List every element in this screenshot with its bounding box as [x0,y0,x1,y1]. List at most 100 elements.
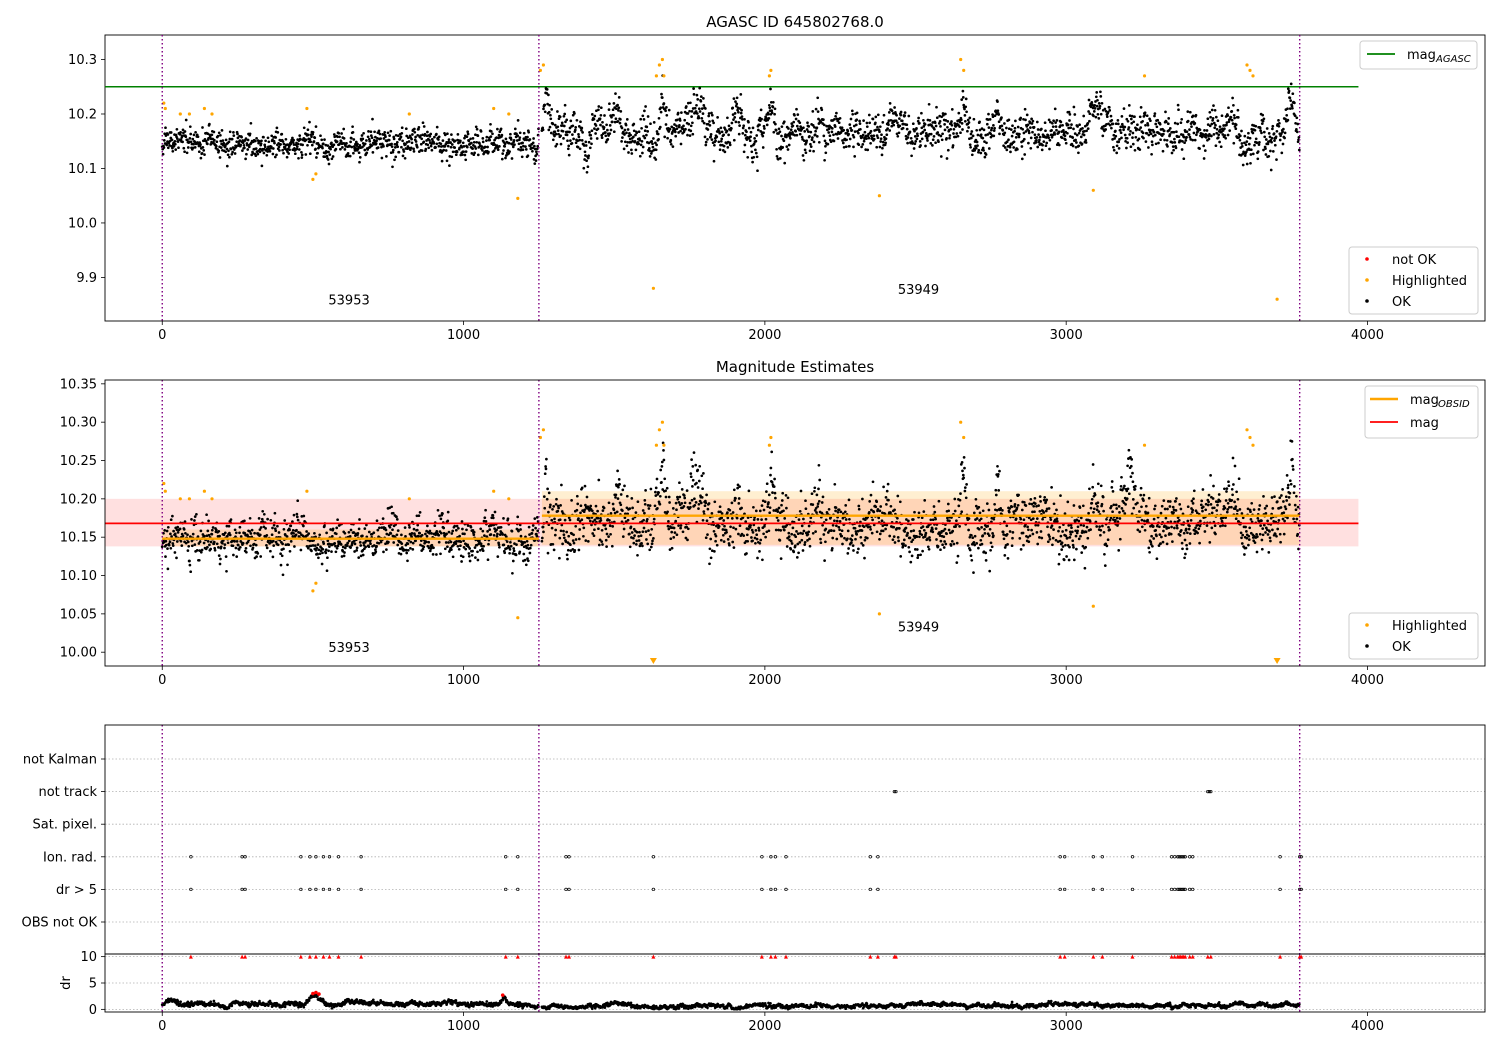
panel2-ok-point [206,540,210,543]
panel1-ok-point [1097,117,1101,120]
panel1-ok-point [945,137,948,140]
panel2-ok-point [947,509,951,513]
panel1-ok-point [1161,149,1165,153]
panel2-ok-point [874,505,878,509]
panel2-ok-point [395,533,399,537]
panel1-ok-point [842,128,846,132]
panel1-ok-point [586,156,590,160]
panel1-ok-point [535,147,539,151]
panel1-ok-point [1005,126,1008,130]
panel1-ok-point [511,145,515,149]
panel1-ok-point [165,143,169,147]
panel1-ok-point [1293,101,1296,105]
panel1-highlighted-point [1091,188,1095,192]
panel1-ok-point [407,140,411,143]
panel1-ok-point [879,140,883,143]
panel1-ok-point [800,135,804,139]
panel1-ok-point [803,130,807,133]
panel1-ok-point [643,129,647,133]
panel1-ok-point [697,116,701,120]
panel1-ok-point [673,130,677,134]
panel1-ok-point [199,143,202,146]
panel1-ok-point [897,131,901,135]
panel1-ok-point [740,108,743,112]
panel1-ok-point [464,158,468,162]
panel2-ok-point [547,510,550,514]
panel1-ok-point [343,148,347,151]
panel1-ok-point [596,119,599,123]
panel1-highlighted-point [662,74,666,78]
panel2-ok-point [949,544,953,547]
panel1-ok-point [643,136,647,140]
panel1-ok-point [767,112,770,116]
panel1-ok-point [968,143,972,147]
panel2-ok-point [316,543,320,546]
panel2-ok-point [931,518,935,522]
panel1-ok-point [692,93,696,96]
panel2-ok-point [918,529,922,533]
panel1-ok-point [1216,119,1220,123]
panel1-ok-point [1114,129,1117,133]
panel1-ok-point [575,118,579,122]
panel2-ok-point [728,508,732,512]
panel2-ok-point [317,556,320,560]
panel2-ok-point [771,491,774,494]
panel2-ok-point [803,543,807,546]
panel1-ok-point [352,145,356,148]
panel1-ok-point [640,126,643,130]
panel2-ok-point [232,553,235,557]
panel2-ok-point [424,532,427,536]
panel1-ok-point [689,129,693,133]
panel1-ok-point [915,132,919,136]
panel1-ok-point [802,139,806,143]
panel1-ok-point [171,146,174,150]
panel1-ok-point [867,113,871,117]
panel1-ok-point [664,123,668,126]
panel1-ok-point [855,118,859,122]
panel2-ok-point [974,504,978,508]
panel1-ok-point [1192,131,1196,135]
panel1-ok-point [951,144,955,147]
panel1-ok-point [638,138,642,142]
panel1-ok-point [265,153,269,157]
panel2-ok-point [471,549,474,553]
panel1-ok-point [927,102,931,106]
panel2-ok-point [868,525,872,529]
panel2-ok-point [768,511,772,515]
panel1-ok-point [185,151,189,155]
panel2-ok-point [206,529,210,533]
panel2-ok-point [637,539,641,542]
panel2-ok-point [261,509,265,513]
panel2-ok-point [262,512,266,516]
panel2-ok-point [439,517,443,521]
panel1-ok-point [433,135,436,139]
panel2-ok-point [700,474,704,478]
panel2-ok-point [602,506,606,510]
panel1-ok-point [500,157,504,161]
panel1-ok-point [604,134,608,138]
panel1-ok-point [246,148,250,151]
panel2-ok-point [790,532,794,536]
panel2-ok-point [958,525,961,528]
panel1-ok-point [1131,136,1134,139]
panel1-ok-point [430,137,434,141]
panel2-ok-point [512,549,516,553]
panel2-ok-point [1006,557,1010,560]
panel2-ok-point [236,543,240,547]
panel1-ok-point [662,102,666,105]
panel2-ok-point [814,530,817,533]
panel2-ok-point [546,487,549,491]
panel2-ok-point [307,532,311,535]
panel2-ok-point [164,543,168,547]
panel1-ok-point [496,148,500,152]
panel2-ok-point [493,510,497,514]
panel2-ok-point [313,531,316,535]
panel1-ok-point [338,142,342,145]
panel2-ok-point [857,507,861,511]
panel1-ok-point [476,134,480,138]
panel1-ok-point [1099,112,1103,116]
panel2-ok-point [732,488,736,492]
panel2-ok-point [283,519,287,522]
panel2-ok-point [254,543,258,547]
panel2-ok-point [892,535,896,538]
